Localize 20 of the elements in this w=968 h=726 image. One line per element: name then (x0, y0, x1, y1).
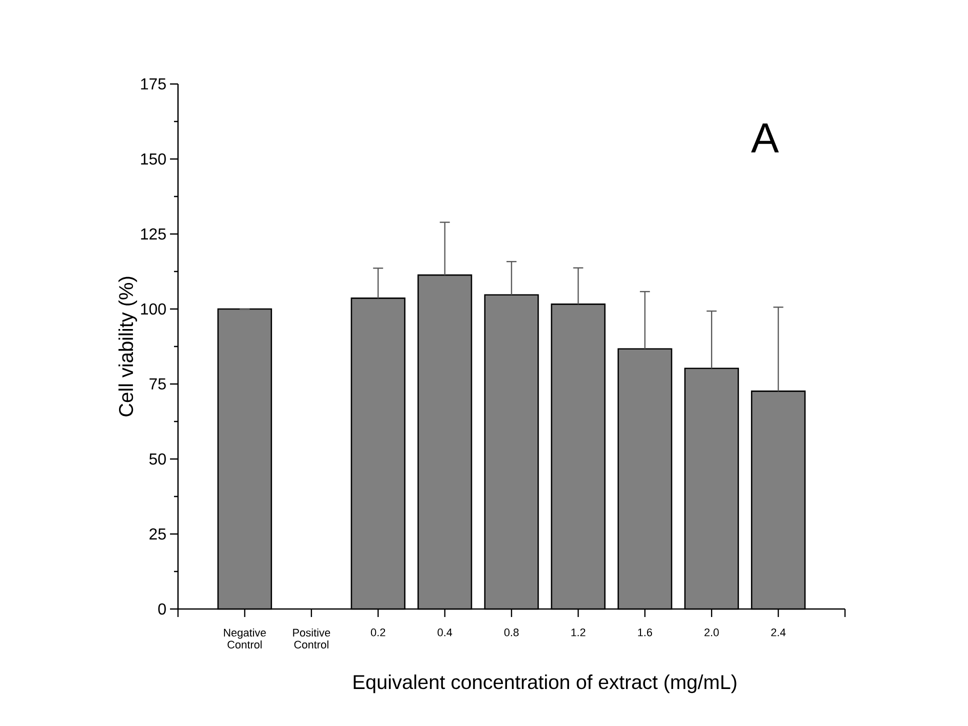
x-tick-label: Negative Control (224, 628, 266, 649)
text: A (751, 124, 779, 152)
y-tick-label: 125 (141, 228, 166, 240)
x-tick-label: 0.8 (504, 628, 519, 636)
x-tick-label: 2.0 (704, 628, 719, 636)
y-tick-label: 175 (141, 78, 166, 90)
x-tick-label: 2.4 (771, 628, 786, 636)
y-tick-label: 100 (141, 303, 166, 315)
x-tick-label: 0.2 (370, 628, 386, 636)
x-axis-title: Equivalent concentration of extract (mg/mL) (354, 674, 736, 694)
y-tick-label: 0 (158, 603, 166, 615)
x-tick-label: 1.6 (638, 628, 652, 636)
x-tick-label: 1.2 (571, 628, 586, 636)
y-axis-title: Cell viability (%) (118, 276, 138, 416)
y-tick-label: 50 (149, 453, 166, 465)
x-tick-label: Positive Control (293, 628, 330, 649)
x-tick-label: 0.4 (438, 628, 452, 636)
y-tick-label: 25 (150, 528, 166, 540)
y-tick-label: 75 (150, 378, 166, 390)
y-tick-label: 150 (141, 153, 166, 165)
